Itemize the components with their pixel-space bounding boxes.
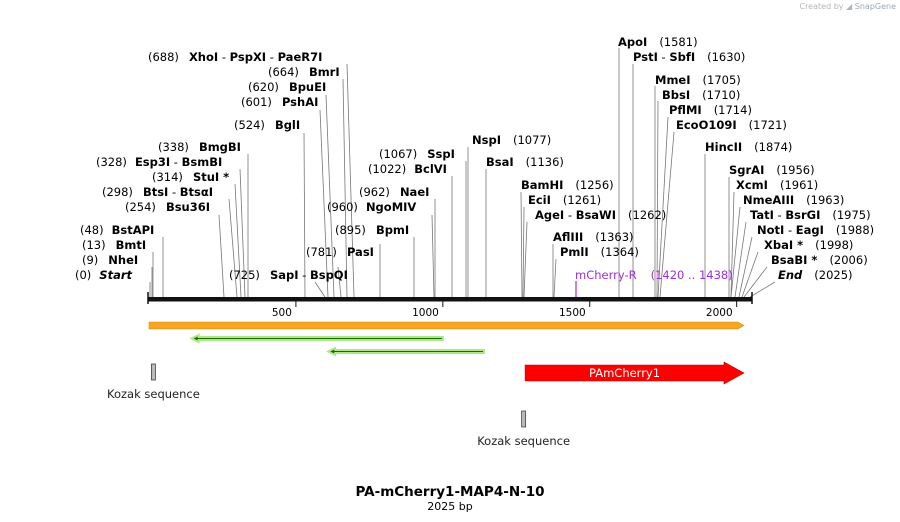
site-bmri: (664) BmrI	[268, 65, 340, 79]
site-bpuei: (620) BpuEI	[248, 80, 326, 94]
scale-tick-label: 1500	[559, 307, 586, 319]
scale-ticks: 500 1000 1500 2000	[272, 301, 738, 319]
pamcherry1-label: PAmCherry1	[589, 366, 660, 380]
credit-brand: SnapGene	[854, 2, 896, 11]
site-hincii: HincII (1874)	[705, 140, 792, 154]
scale-tick-label: 1000	[412, 307, 439, 319]
green-feature-arrow-1	[189, 333, 444, 344]
site-agei: AgeI - BsaWI (1262)	[535, 208, 666, 222]
site-psti: PstI - SbfI (1630)	[633, 50, 745, 64]
site-pflmi: PflMI (1714)	[669, 103, 752, 117]
site-bsabi: BsaBI * (2006)	[771, 253, 868, 267]
kozak-sequence-label-1: Kozak sequence	[107, 387, 200, 401]
site-bgli: (524) BglI	[234, 118, 300, 132]
site-naei: (962) NaeI	[359, 185, 429, 199]
site-nspi: NspI (1077)	[472, 133, 551, 147]
snapgene-credit: Created by ◢ SnapGene	[799, 2, 896, 11]
site-noti: NotI - EagI (1988)	[757, 223, 874, 237]
kozak-sequence-label-2: Kozak sequence	[477, 434, 570, 448]
site-bsu36i: (254) Bsu36I	[125, 200, 210, 214]
site-start: (0) Start	[75, 268, 133, 282]
site-nhei: (9) NheI	[82, 253, 138, 267]
site-bamhi: BamHI (1256)	[521, 178, 614, 192]
site-afliii: AflIII (1363)	[553, 230, 634, 244]
site-tati: TatI - BsrGI (1975)	[750, 208, 871, 222]
site-bmgbi: (338) BmgBI	[158, 140, 241, 154]
scale-tick-label: 500	[272, 307, 292, 319]
restriction-sites: (688) XhoI - PspXI - PaeR7I (664) BmrI (62…	[75, 35, 874, 282]
site-bsai: BsaI (1136)	[486, 155, 564, 169]
credit-prefix: Created by	[799, 2, 844, 11]
scale-tick-label: 2000	[706, 307, 733, 319]
site-leader-lines	[149, 48, 776, 298]
site-bclvi: (1022) BclVI	[368, 162, 447, 176]
site-nmeaiii: NmeAIII (1963)	[743, 193, 844, 207]
site-xcmi: XcmI (1961)	[736, 178, 818, 192]
kozak-sequence-box-2	[521, 410, 527, 428]
site-bstapi: (48) BstAPI	[80, 223, 154, 237]
pamcherry1-feature	[524, 361, 745, 385]
map-length: 2025 bp	[427, 500, 472, 513]
site-ecoo109i: EcoO109I (1721)	[676, 118, 787, 132]
snapgene-logo-icon: ◢	[846, 2, 853, 11]
site-esp3i: (328) Esp3I - BsmBI	[96, 155, 222, 169]
primer-mcherry-r: mCherry-R (1420 .. 1438)	[575, 268, 733, 300]
site-mmei: MmeI (1705)	[655, 73, 741, 87]
green-feature-arrow-2	[325, 346, 485, 357]
site-bbsi: BbsI (1710)	[662, 88, 740, 102]
site-sspi: (1067) SspI	[379, 147, 455, 161]
site-xbai: XbaI * (1998)	[764, 238, 853, 252]
site-apoi: ApoI (1581)	[618, 35, 698, 49]
site-pmli: PmlI (1364)	[560, 245, 639, 259]
site-sgrai: SgrAI (1956)	[729, 163, 815, 177]
site-btsi: (298) BtsI - BtsαI	[102, 185, 213, 199]
site-end: End (2025)	[778, 268, 853, 282]
features: PAmCherry1 Kozak sequence Kozak sequence	[107, 321, 745, 448]
orange-feature-bar	[148, 321, 745, 330]
map-title: PA-mCherry1-MAP4-N-10	[355, 484, 544, 500]
site-pasi: (781) PasI	[306, 245, 374, 259]
site-ngomiv: (960) NgoMIV	[327, 200, 416, 214]
site-stui: (314) StuI *	[152, 170, 229, 184]
site-xhoi: (688) XhoI - PspXI - PaeR7I	[148, 50, 322, 64]
site-ecii: EciI (1261)	[528, 193, 601, 207]
site-bpmi: (895) BpmI	[335, 223, 409, 237]
site-sapi: (725) SapI - BspQI	[229, 268, 348, 282]
site-bmti: (13) BmtI	[82, 238, 146, 252]
primer-label: mCherry-R (1420 .. 1438)	[575, 268, 733, 282]
backbone-bar	[148, 297, 752, 302]
kozak-sequence-box-1	[151, 363, 156, 381]
site-pshai: (601) PshAI	[241, 95, 318, 109]
dna-backbone: 500 1000 1500 2000	[147, 292, 753, 319]
